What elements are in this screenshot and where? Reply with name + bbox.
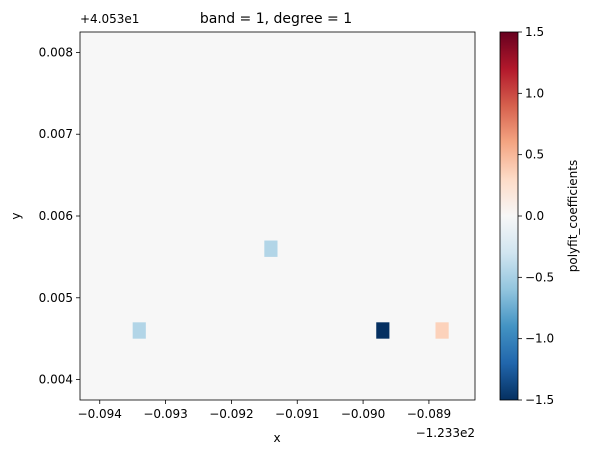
x-tick-label: −0.092 [209, 407, 253, 421]
y-tick-label: 0.004 [39, 373, 73, 387]
colorbar [499, 31, 519, 401]
heatmap-cell [264, 240, 278, 257]
y-axis-label: y [9, 212, 23, 219]
x-offset-label: −1.233e2 [416, 426, 475, 440]
heatmap-cell [376, 322, 390, 339]
colorbar-tick-label: 0.0 [525, 209, 544, 223]
colorbar-tick-label: −1.5 [525, 393, 554, 407]
heatmap-cells [132, 240, 449, 339]
y-tick-label: 0.006 [39, 209, 73, 223]
x-tick-label: −0.090 [341, 407, 385, 421]
y-tick-label: 0.005 [39, 291, 73, 305]
x-tick-label: −0.091 [275, 407, 319, 421]
chart-title: band = 1, degree = 1 [200, 11, 352, 27]
colorbar-tick-label: 0.5 [525, 148, 544, 162]
y-offset-label: +4.053e1 [80, 12, 139, 26]
heatmap-cell [132, 322, 146, 339]
colorbar-tick-label: 1.5 [525, 25, 544, 39]
x-tick-label: −0.093 [143, 407, 187, 421]
colorbar-tick-label: 1.0 [525, 86, 544, 100]
plot-area [80, 32, 475, 400]
x-axis-label: x [273, 431, 280, 445]
x-tick-label: −0.094 [78, 407, 122, 421]
heatmap-cell [435, 322, 449, 339]
colorbar-label: polyfit_coefficients [566, 160, 580, 272]
colorbar-tick-label: −1.0 [525, 332, 554, 346]
x-axis-ticks: −0.094 −0.093 −0.092 −0.091 −0.090 −0.089 [78, 400, 451, 421]
y-tick-label: 0.008 [39, 45, 73, 59]
colorbar-ticks: −1.5 −1.0 −0.5 0.0 0.5 1.0 1.5 [518, 25, 554, 407]
x-tick-label: −0.089 [407, 407, 451, 421]
y-tick-label: 0.007 [39, 127, 73, 141]
y-axis-ticks: 0.004 0.005 0.006 0.007 0.008 [39, 45, 80, 387]
colorbar-tick-label: −0.5 [525, 270, 554, 284]
